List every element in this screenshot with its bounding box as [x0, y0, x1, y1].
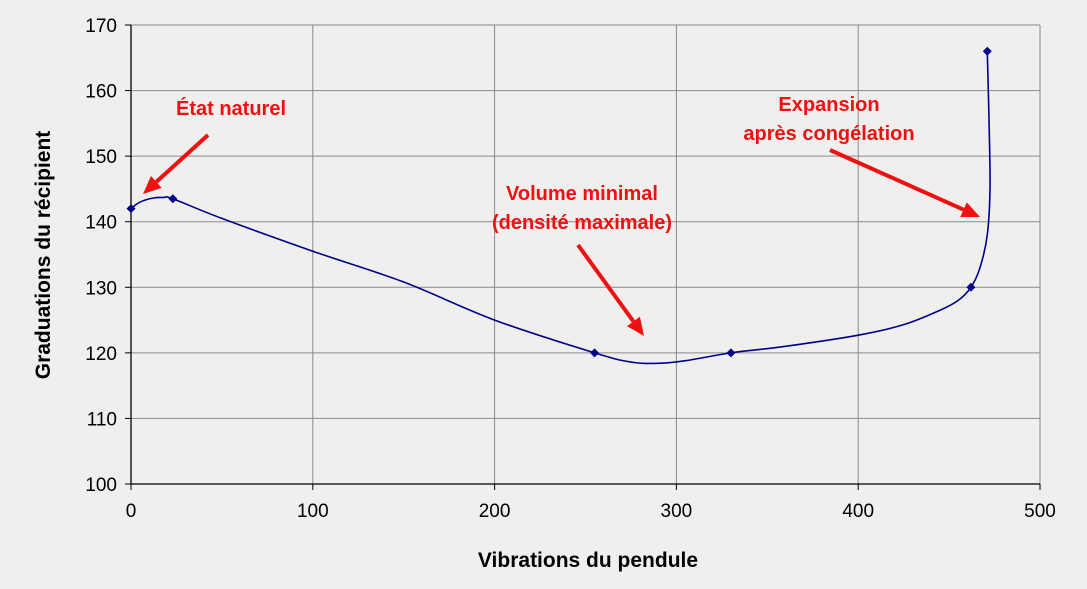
annotation-arrow — [154, 133, 210, 184]
annotation-label: Expansion — [778, 94, 879, 116]
data-point — [590, 348, 600, 358]
x-axis-label: Vibrations du pendule — [478, 549, 698, 572]
data-point — [726, 348, 736, 358]
x-tick-label: 100 — [297, 501, 329, 522]
annotation-label: Volume minimal — [506, 183, 658, 205]
y-tick-label: 150 — [85, 147, 117, 168]
data-point — [168, 194, 178, 204]
annotation-label: État naturel — [176, 97, 286, 120]
x-tick-label: 500 — [1024, 501, 1056, 522]
annotation-arrowhead — [143, 175, 162, 194]
data-point — [982, 46, 992, 56]
y-tick-label: 120 — [85, 344, 117, 365]
y-tick-label: 110 — [87, 409, 117, 430]
series-line — [130, 51, 991, 365]
x-tick-label: 0 — [126, 501, 137, 522]
y-tick-label: 100 — [85, 475, 117, 496]
annotation-arrow — [576, 243, 636, 323]
y-tick-label: 160 — [85, 82, 117, 103]
data-point — [966, 282, 976, 292]
x-tick-label: 400 — [842, 501, 874, 522]
y-tick-label: 170 — [85, 16, 117, 37]
y-tick-label: 130 — [85, 278, 117, 299]
annotation-label: (densité maximale) — [492, 212, 672, 234]
data-point — [126, 204, 136, 214]
annotation-arrowhead — [626, 316, 644, 336]
annotation-arrow — [829, 148, 965, 212]
annotation-label: après congélation — [743, 123, 914, 145]
annotation-arrowhead — [960, 202, 980, 217]
x-tick-label: 300 — [661, 501, 693, 522]
x-tick-label: 200 — [479, 501, 511, 522]
y-tick-label: 140 — [85, 213, 117, 234]
y-axis-label: Graduations du récipient — [32, 131, 55, 380]
